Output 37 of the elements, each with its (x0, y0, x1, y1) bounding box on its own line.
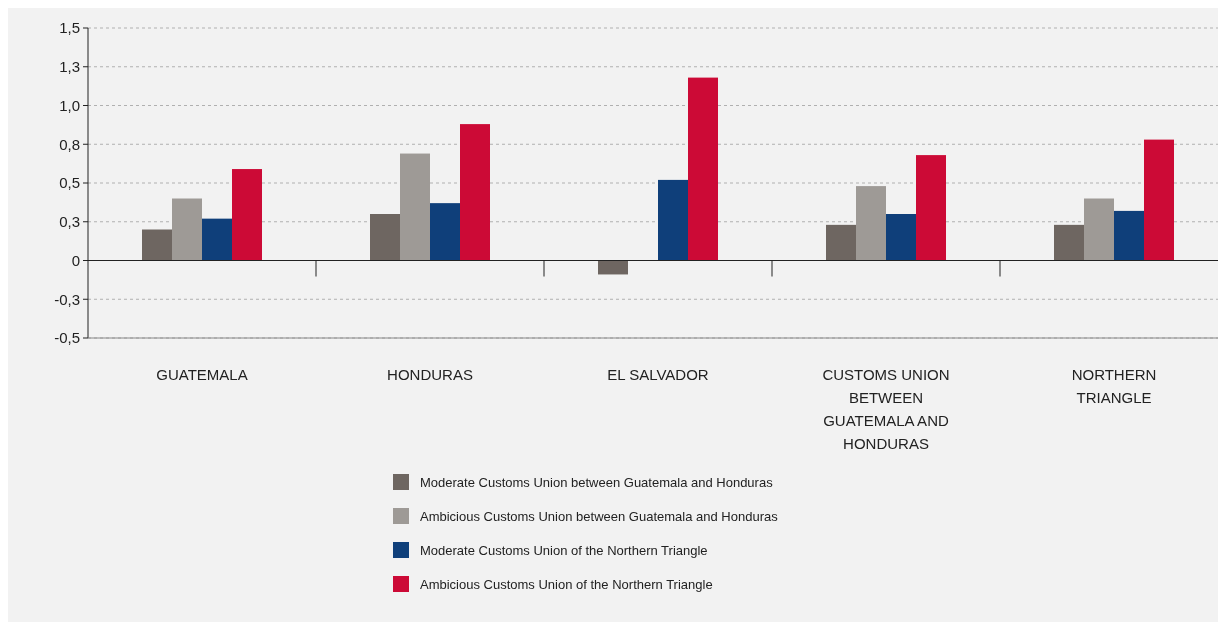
x-tick-label: NORTHERN TRIANGLE (1071, 366, 1157, 406)
x-tick-label: GUATEMALA (156, 366, 248, 383)
bar (172, 198, 202, 261)
bar (916, 155, 946, 261)
y-tick-label: 1,3 (59, 58, 80, 75)
bar (1114, 210, 1144, 261)
bar (658, 179, 688, 261)
y-tick-label: 0,5 (59, 174, 80, 192)
y-tick-label: -0,5 (54, 329, 80, 347)
bar (856, 186, 886, 261)
bar (370, 214, 400, 261)
bar (1054, 224, 1084, 261)
bar (886, 214, 916, 261)
bar (598, 260, 628, 275)
bar (232, 169, 262, 261)
bar (460, 124, 490, 261)
x-tick-label: EL SALVADOR (607, 366, 709, 383)
x-tick-label: HONDURAS (387, 366, 473, 383)
bar (142, 229, 172, 261)
legend-label: Ambicious Customs Union of the Northern Triangle (420, 576, 713, 592)
x-tick-label: CUSTOMS UNION BETWEEN GUATEMALA AND HONDURAS (822, 366, 950, 452)
y-tick-label: 0 (71, 251, 80, 269)
bar (688, 77, 718, 261)
y-tick-label: 0,8 (59, 135, 80, 153)
bar (430, 203, 460, 261)
bar (400, 153, 430, 261)
bar (1084, 198, 1114, 261)
legend-label: Moderate Customs Union between Guatemala and Honduras (420, 474, 774, 490)
bar (202, 218, 232, 261)
legend-label: Ambicious Customs Union between Guatemala and Honduras (420, 508, 779, 524)
y-tick-label: -0,3 (54, 290, 80, 308)
y-tick-label: 1,5 (59, 19, 80, 37)
bar (1144, 139, 1174, 261)
y-tick-label: 0,3 (59, 213, 80, 230)
bar (826, 224, 856, 261)
legend-label: Moderate Customs Union of the Northern Triangle (420, 542, 708, 558)
y-tick-label: 1,0 (59, 96, 80, 114)
